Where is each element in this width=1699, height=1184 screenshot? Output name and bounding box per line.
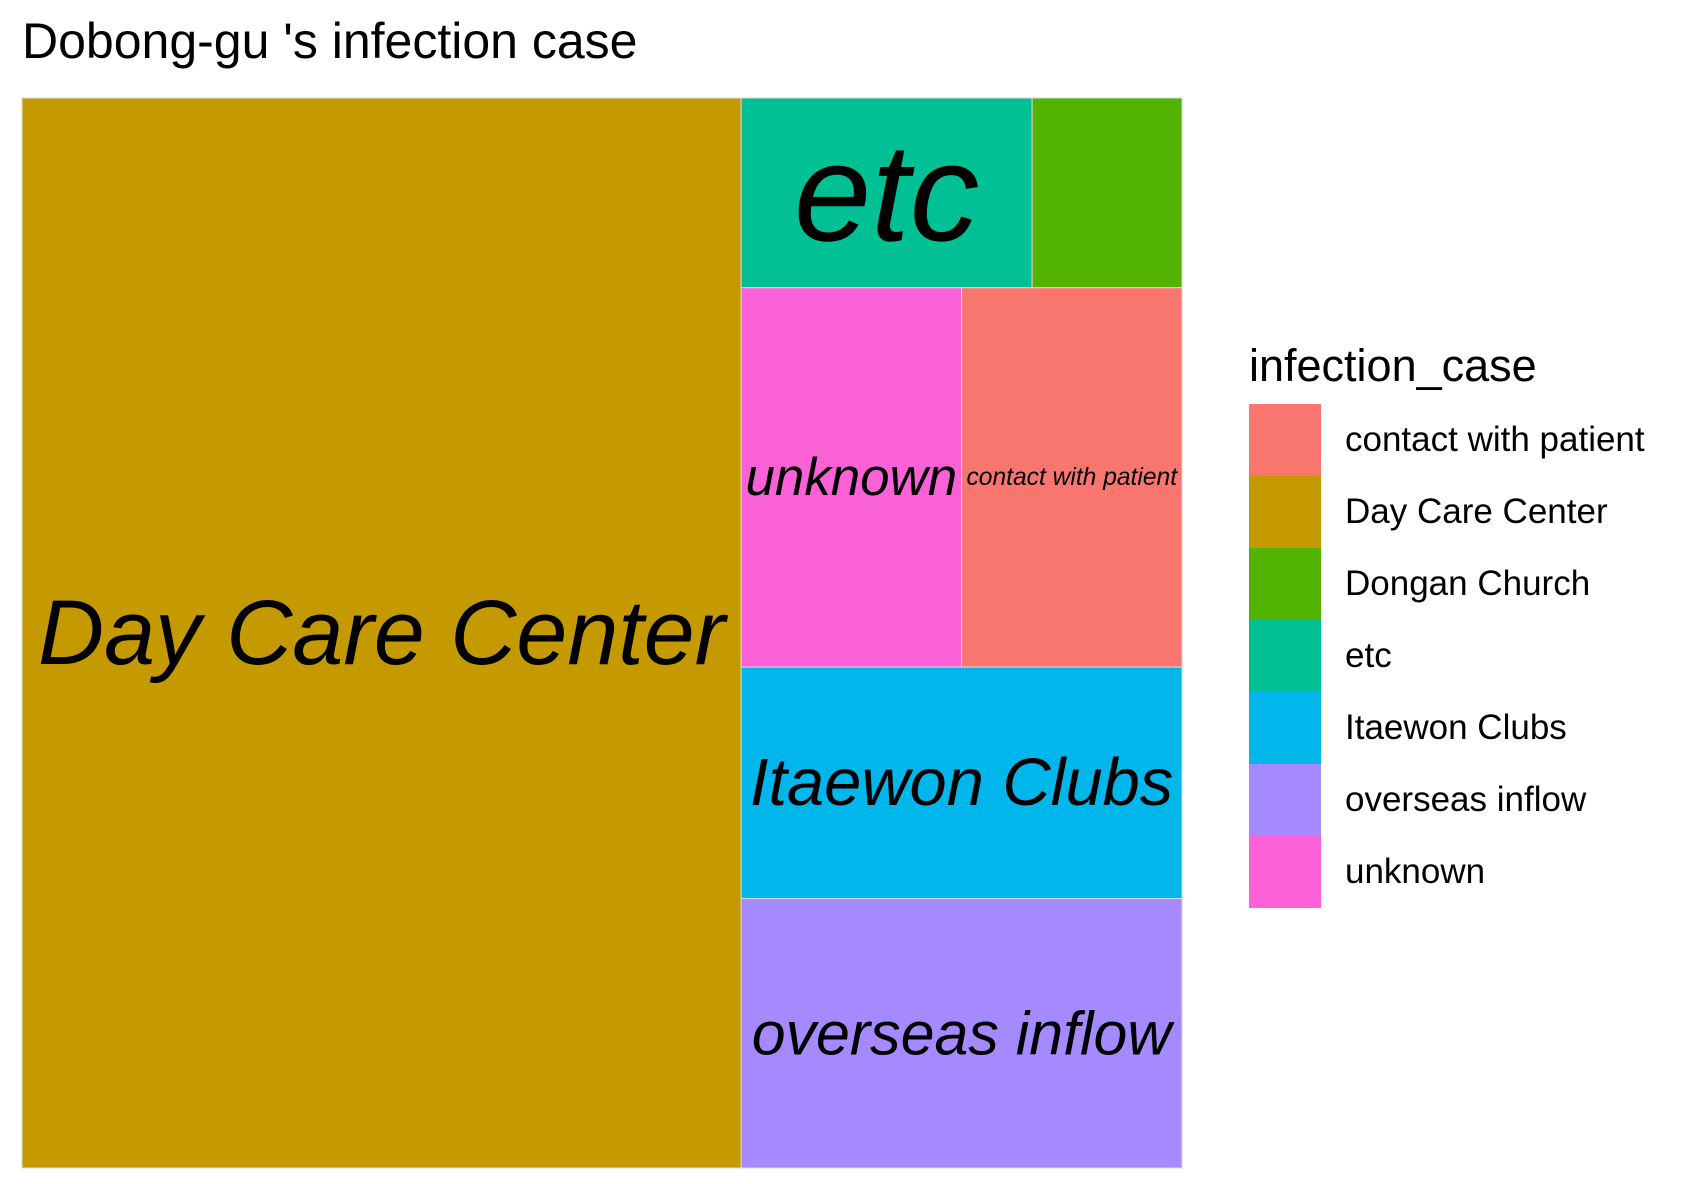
chart-title: Dobong-gu 's infection case bbox=[22, 13, 638, 69]
legend-key-etc bbox=[1249, 620, 1321, 692]
tile-contact-with-patient bbox=[961, 287, 1183, 668]
legend-key-contact-with-patient bbox=[1249, 404, 1321, 476]
legend-item-overseas-inflow: overseas inflow bbox=[1249, 764, 1645, 836]
legend-item-dongan-church: Dongan Church bbox=[1249, 548, 1645, 620]
tile-unknown bbox=[740, 287, 963, 668]
legend-key-day-care-center bbox=[1249, 476, 1321, 548]
legend-key-unknown bbox=[1249, 836, 1321, 908]
tile-day-care-center bbox=[21, 97, 742, 1169]
tile-label-day-care-center: Day Care Center bbox=[38, 582, 729, 684]
legend-label-dongan-church: Dongan Church bbox=[1345, 564, 1591, 603]
tile-itaewon-clubs bbox=[740, 666, 1183, 900]
tile-label-etc: etc bbox=[794, 115, 979, 270]
legend-title: infection_case bbox=[1249, 340, 1537, 391]
legend-key-itaewon-clubs bbox=[1249, 692, 1321, 764]
tile-label-unknown: unknown bbox=[745, 448, 957, 507]
tile-label-contact-with-patient: contact with patient bbox=[967, 464, 1179, 491]
legend-key-dongan-church bbox=[1249, 548, 1321, 620]
legend-label-itaewon-clubs: Itaewon Clubs bbox=[1345, 708, 1567, 747]
tile-label-overseas-inflow: overseas inflow bbox=[752, 999, 1176, 1067]
legend-item-day-care-center: Day Care Center bbox=[1249, 476, 1645, 548]
legend-label-unknown: unknown bbox=[1345, 852, 1486, 891]
legend-item-itaewon-clubs: Itaewon Clubs bbox=[1249, 692, 1645, 764]
legend-label-contact-with-patient: contact with patient bbox=[1345, 420, 1645, 459]
legend-label-overseas-inflow: overseas inflow bbox=[1345, 780, 1587, 819]
legend-item-etc: etc bbox=[1249, 620, 1645, 692]
legend-label-day-care-center: Day Care Center bbox=[1345, 492, 1608, 531]
legend: infection_case contact with patient Day C… bbox=[1249, 340, 1645, 908]
tile-label-itaewon-clubs: Itaewon Clubs bbox=[750, 746, 1173, 820]
legend-key-overseas-inflow bbox=[1249, 764, 1321, 836]
tile-overseas-inflow bbox=[740, 898, 1183, 1169]
legend-items: contact with patient Day Care Center Donga… bbox=[1249, 404, 1645, 908]
legend-label-etc: etc bbox=[1345, 636, 1392, 675]
legend-item-unknown: unknown bbox=[1249, 836, 1645, 908]
tile-dongan-church bbox=[1031, 97, 1183, 289]
legend-item-contact-with-patient: contact with patient bbox=[1249, 404, 1645, 476]
